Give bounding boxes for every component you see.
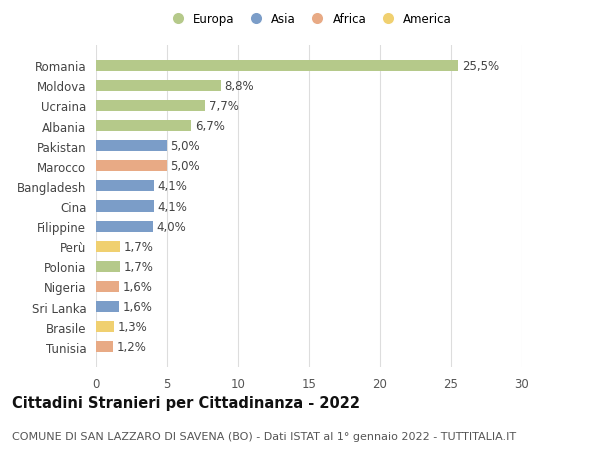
Bar: [96, 201, 154, 212]
Text: 1,6%: 1,6%: [122, 280, 152, 293]
Bar: [96, 81, 221, 92]
Legend: Europa, Asia, Africa, America: Europa, Asia, Africa, America: [166, 13, 452, 26]
Text: 6,7%: 6,7%: [194, 120, 224, 133]
Bar: [96, 101, 205, 112]
Text: 4,1%: 4,1%: [158, 180, 188, 193]
Text: 25,5%: 25,5%: [461, 60, 499, 73]
Text: 1,7%: 1,7%: [124, 260, 154, 273]
Bar: [96, 141, 167, 152]
Text: Cittadini Stranieri per Cittadinanza - 2022: Cittadini Stranieri per Cittadinanza - 2…: [12, 395, 360, 410]
Text: 1,7%: 1,7%: [124, 240, 154, 253]
Bar: [96, 341, 113, 353]
Text: 1,6%: 1,6%: [122, 301, 152, 313]
Text: 1,3%: 1,3%: [118, 320, 148, 334]
Bar: [96, 241, 120, 252]
Text: 4,1%: 4,1%: [158, 200, 188, 213]
Bar: [96, 261, 120, 272]
Bar: [96, 121, 191, 132]
Bar: [96, 321, 115, 332]
Bar: [96, 281, 119, 292]
Bar: [96, 181, 154, 192]
Text: 5,0%: 5,0%: [170, 160, 200, 173]
Text: 4,0%: 4,0%: [157, 220, 186, 233]
Text: 5,0%: 5,0%: [170, 140, 200, 153]
Bar: [96, 221, 153, 232]
Text: 7,7%: 7,7%: [209, 100, 239, 112]
Bar: [96, 302, 119, 313]
Bar: [96, 61, 458, 72]
Text: 8,8%: 8,8%: [224, 79, 254, 93]
Text: 1,2%: 1,2%: [116, 341, 146, 353]
Text: COMUNE DI SAN LAZZARO DI SAVENA (BO) - Dati ISTAT al 1° gennaio 2022 - TUTTITALI: COMUNE DI SAN LAZZARO DI SAVENA (BO) - D…: [12, 431, 516, 442]
Bar: [96, 161, 167, 172]
